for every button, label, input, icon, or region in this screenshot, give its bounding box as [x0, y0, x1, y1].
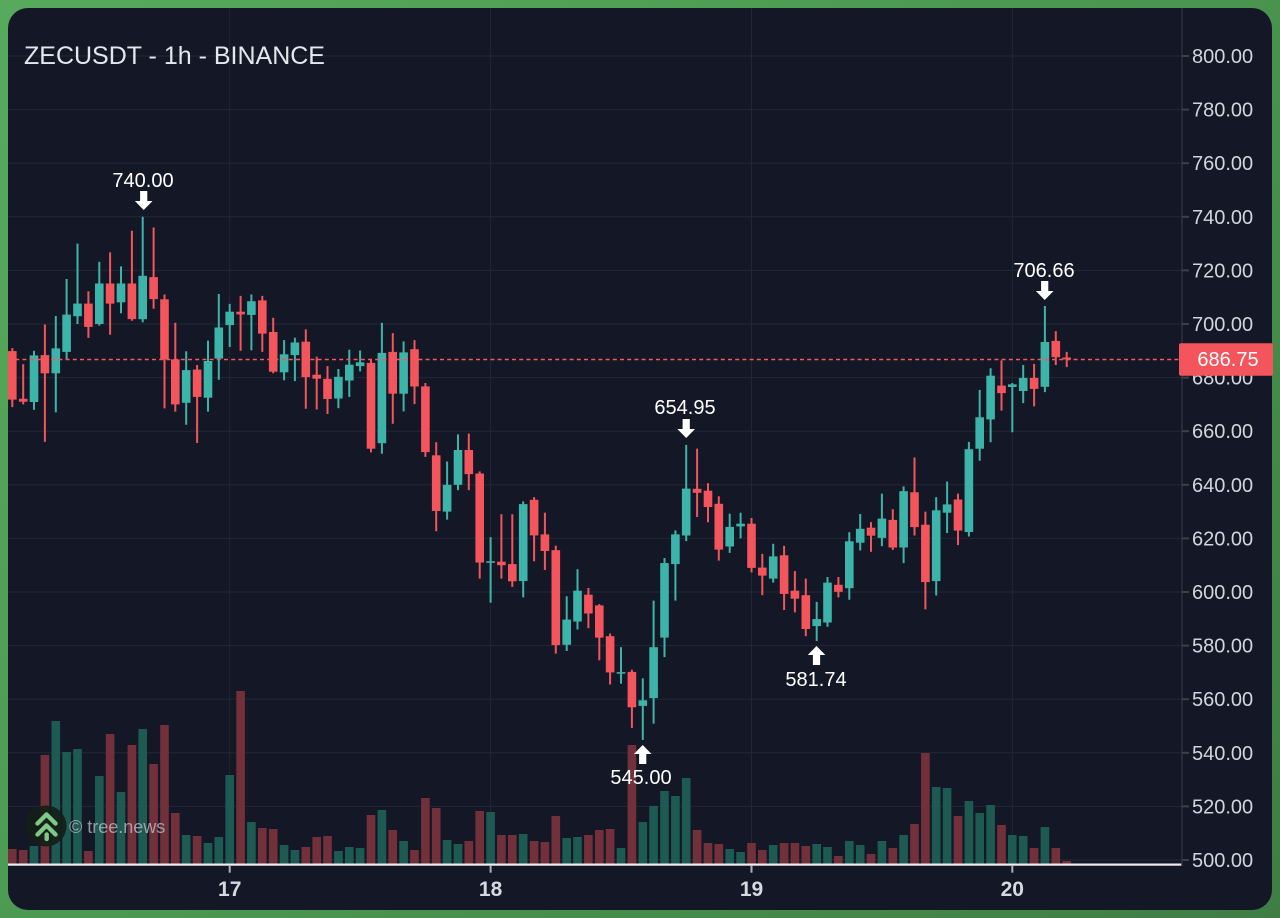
svg-text:20: 20 — [1001, 878, 1024, 901]
svg-text:686.75: 686.75 — [1197, 349, 1258, 371]
svg-text:581.74: 581.74 — [785, 669, 846, 691]
svg-text:545.00: 545.00 — [610, 767, 671, 789]
svg-text:654.95: 654.95 — [654, 397, 715, 419]
svg-text:780.00: 780.00 — [1192, 100, 1253, 122]
svg-text:640.00: 640.00 — [1192, 475, 1253, 497]
svg-text:520.00: 520.00 — [1192, 796, 1253, 818]
svg-text:600.00: 600.00 — [1192, 582, 1253, 604]
svg-text:620.00: 620.00 — [1192, 528, 1253, 550]
svg-text:580.00: 580.00 — [1192, 636, 1253, 658]
svg-text:© tree.news: © tree.news — [69, 817, 165, 837]
svg-text:500.00: 500.00 — [1192, 850, 1253, 872]
svg-text:17: 17 — [218, 878, 241, 901]
svg-text:760.00: 760.00 — [1192, 153, 1253, 175]
svg-text:720.00: 720.00 — [1192, 260, 1253, 282]
svg-text:706.66: 706.66 — [1013, 260, 1074, 282]
svg-text:19: 19 — [740, 878, 763, 901]
svg-text:740.00: 740.00 — [1192, 207, 1253, 229]
svg-text:18: 18 — [479, 878, 503, 901]
svg-text:540.00: 540.00 — [1192, 743, 1253, 765]
svg-text:560.00: 560.00 — [1192, 689, 1253, 711]
svg-text:740.00: 740.00 — [112, 170, 173, 192]
svg-text:700.00: 700.00 — [1192, 314, 1253, 336]
svg-text:660.00: 660.00 — [1192, 421, 1253, 443]
svg-text:800.00: 800.00 — [1192, 46, 1253, 68]
svg-text:ZECUSDT - 1h - BINANCE: ZECUSDT - 1h - BINANCE — [24, 42, 325, 70]
